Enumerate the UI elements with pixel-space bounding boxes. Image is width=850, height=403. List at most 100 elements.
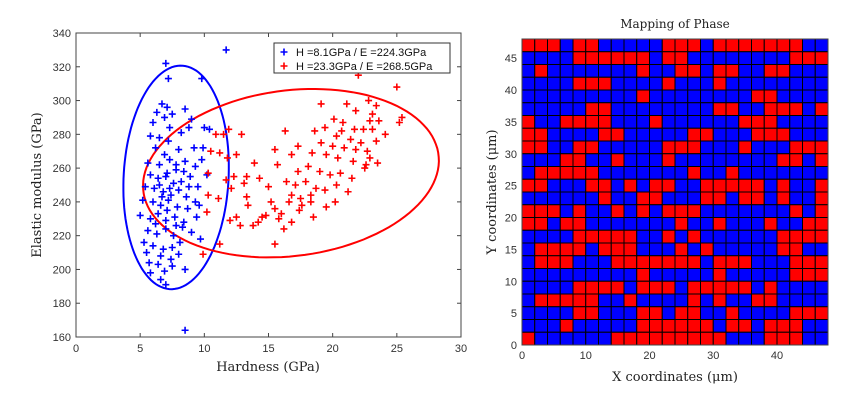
phase-cell-red [751, 89, 765, 104]
phase-cell-red [814, 140, 829, 155]
y-tick-label: 15 [505, 244, 517, 256]
phase-cell-red [547, 38, 561, 53]
phase-cell-blue [751, 76, 765, 91]
phase-cell-red [814, 191, 829, 206]
blue-data-point [159, 188, 167, 196]
phase-cell-red [738, 280, 752, 295]
phase-cell-blue [789, 293, 803, 308]
phase-cell-blue [776, 89, 791, 104]
red-data-point [334, 154, 342, 162]
phase-cell-red [712, 268, 727, 282]
blue-data-point [164, 196, 172, 204]
phase-cell-red [802, 140, 816, 155]
red-data-point [199, 250, 207, 258]
phase-cell-blue [802, 331, 816, 346]
phase-cell-blue [674, 166, 689, 180]
blue-data-point [162, 216, 170, 224]
phase-cell-red [738, 319, 752, 333]
phase-cell-blue [623, 306, 638, 320]
phase-cell-red [649, 115, 663, 129]
phase-cell-red [738, 140, 752, 155]
phase-cell-blue [776, 115, 791, 129]
phase-cell-red [623, 255, 638, 269]
blue-data-point [153, 108, 161, 116]
phase-cell-red [636, 64, 650, 78]
phase-cell-blue [559, 64, 574, 78]
red-data-point [333, 132, 341, 140]
phase-cell-blue [763, 140, 778, 155]
x-tick-label: 20 [327, 343, 339, 355]
phase-cell-red [521, 38, 536, 53]
red-data-point [312, 184, 320, 192]
red-data-point [357, 139, 365, 147]
phase-cell-blue [751, 331, 765, 346]
red-data-point [366, 154, 374, 162]
phase-cell-blue [700, 76, 714, 91]
phase-cell-red [725, 255, 740, 269]
red-data-point [288, 151, 296, 159]
phase-cell-blue [649, 89, 663, 104]
red-data-point [338, 127, 346, 135]
red-data-point [339, 119, 347, 127]
phase-cell-blue [700, 293, 714, 308]
phase-cell-blue [534, 191, 548, 206]
phase-cell-blue [712, 140, 727, 155]
legend-box [273, 42, 451, 74]
phase-cell-red [751, 115, 765, 129]
phase-cell-blue [598, 217, 612, 231]
phase-cell-blue [751, 306, 765, 320]
blue-data-point [185, 183, 193, 191]
phase-cell-red [776, 153, 791, 167]
red-data-point [243, 193, 251, 201]
phase-cell-blue [738, 102, 752, 116]
phase-cell-blue [623, 268, 638, 282]
scatter-ylabel: Elastic modulus (GPa) [30, 112, 45, 258]
phase-cell-blue [751, 51, 765, 65]
red-data-point [232, 151, 240, 159]
red-data-point [336, 169, 344, 177]
legend-label-red: H =23.3GPa / E =268.5GPa [296, 61, 433, 73]
phase-cell-red [534, 204, 548, 218]
phase-cell-blue [534, 76, 548, 91]
blue-data-point [163, 169, 171, 177]
phase-cell-blue [547, 127, 561, 142]
phase-cell-red [649, 306, 663, 320]
phase-cell-blue [751, 242, 765, 257]
phase-cell-blue [585, 217, 599, 231]
phase-cell-blue [547, 217, 561, 231]
phase-cell-blue [649, 242, 663, 257]
phase-cell-blue [598, 140, 612, 155]
blue-data-point [144, 227, 152, 235]
phase-cell-blue [623, 38, 638, 53]
phase-cell-blue [559, 306, 574, 320]
phase-cell-red [598, 191, 612, 206]
phase-cell-blue [661, 115, 676, 129]
phase-cell-red [623, 51, 638, 65]
phase-cell-blue [559, 191, 574, 206]
phase-cell-blue [547, 153, 561, 167]
phase-cell-blue [559, 127, 574, 142]
phase-cell-blue [738, 331, 752, 346]
red-data-point [381, 130, 389, 138]
phase-cell-red [610, 255, 625, 269]
phase-cell-red [623, 293, 638, 308]
phase-cell-blue [712, 127, 727, 142]
blue-data-point [175, 250, 183, 258]
phase-cell-blue [598, 166, 612, 180]
phase-cell-red [763, 89, 778, 104]
phase-cell-red [534, 255, 548, 269]
legend-label-blue: H =8.1GPa / E =224.3GPa [296, 47, 427, 59]
phase-cell-blue [559, 89, 574, 104]
phase-cell-blue [547, 76, 561, 91]
phase-cell-blue [763, 229, 778, 244]
phase-cell-red [559, 153, 574, 167]
phase-cell-red [585, 140, 599, 155]
phase-cell-blue [598, 38, 612, 53]
phase-cell-blue [738, 268, 752, 282]
phase-cell-blue [610, 64, 625, 78]
phase-cell-blue [610, 178, 625, 193]
heatmap-ylabel: Y coordinates (μm) [485, 129, 500, 255]
blue-data-point [166, 124, 174, 132]
phase-cell-blue [789, 64, 803, 78]
phase-cell-blue [623, 140, 638, 155]
